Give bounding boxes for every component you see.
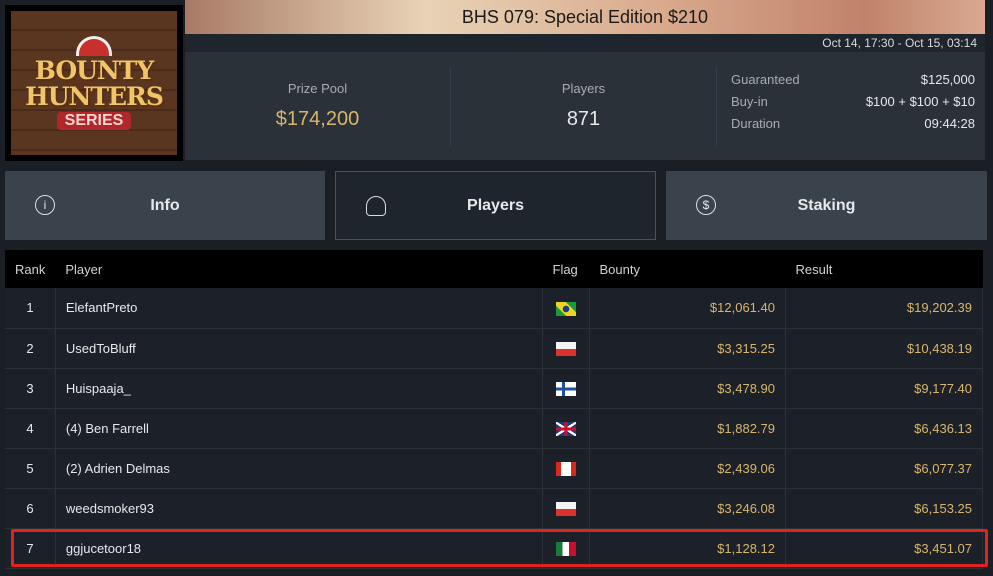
table-row[interactable]: 1 ElefantPreto $12,061.40 $19,202.39	[5, 288, 983, 329]
flag-cell	[542, 488, 590, 529]
tab-players[interactable]: Players	[335, 171, 656, 240]
prize-pool-label: Prize Pool	[287, 81, 348, 96]
table-row[interactable]: 5 (2) Adrien Delmas $2,439.06 $6,077.37	[5, 448, 983, 489]
tab-info[interactable]: i Info	[5, 171, 325, 240]
dollar-icon: $	[696, 195, 716, 215]
info-icon: i	[35, 195, 55, 215]
tournament-dates: Oct 14, 17:30 - Oct 15, 03:14	[185, 34, 985, 52]
guaranteed-value: $125,000	[920, 72, 975, 87]
flag-cell	[542, 328, 590, 369]
player-name[interactable]: (4) Ben Farrell	[55, 408, 544, 449]
rank-cell: 4	[5, 408, 56, 449]
rank-cell: 2	[5, 328, 56, 369]
duration-label: Duration	[731, 116, 781, 131]
tab-label: Players	[467, 196, 524, 214]
guaranteed-label: Guaranteed	[731, 72, 800, 87]
header-player[interactable]: Player	[55, 250, 543, 288]
bounty-cell: $3,315.25	[589, 328, 786, 369]
logo-text: HUNTERS	[25, 82, 164, 111]
players-count: Players 871	[451, 66, 717, 146]
tab-label: Staking	[797, 196, 856, 214]
bounty-cell: $1,128.12	[589, 528, 786, 569]
table-row[interactable]: 2 UsedToBluff $3,315.25 $10,438.19	[5, 328, 983, 369]
flag-icon	[556, 461, 576, 476]
result-cell: $6,153.25	[785, 488, 983, 529]
flag-icon	[556, 541, 576, 556]
flag-icon	[556, 301, 576, 316]
flag-icon	[556, 421, 576, 436]
highlight-box	[11, 529, 988, 567]
tab-staking[interactable]: $ Staking	[666, 171, 987, 240]
buyin-value: $100 + $100 + $10	[865, 94, 975, 109]
bounty-cell: $2,439.06	[589, 448, 786, 489]
flag-icon	[556, 501, 576, 516]
result-cell: $6,436.13	[785, 408, 983, 449]
user-icon	[366, 196, 386, 216]
duration-value: 09:44:28	[924, 116, 975, 131]
header-result[interactable]: Result	[785, 250, 983, 288]
players-label: Players	[561, 81, 606, 96]
result-cell: $19,202.39	[785, 288, 983, 329]
buyin-label: Buy-in	[731, 94, 768, 109]
prize-pool-value: $174,200	[275, 108, 360, 130]
player-name[interactable]: ElefantPreto	[55, 288, 544, 329]
players-value: 871	[566, 108, 601, 130]
result-cell: $6,077.37	[785, 448, 983, 489]
flag-icon	[556, 341, 576, 356]
logo-text: SERIES	[56, 112, 132, 130]
tournament-title: BHS 079: Special Edition $210	[185, 0, 985, 34]
player-name[interactable]: ggjucetoor18	[55, 528, 544, 569]
header-flag[interactable]: Flag	[542, 250, 590, 288]
rank-cell: 3	[5, 368, 56, 409]
bounty-hunters-logo: BOUNTY HUNTERS SERIES	[5, 5, 183, 161]
player-name[interactable]: UsedToBluff	[55, 328, 544, 369]
result-cell: $10,438.19	[785, 328, 983, 369]
rank-cell: 6	[5, 488, 56, 529]
player-name[interactable]: weedsmoker93	[55, 488, 544, 529]
player-name[interactable]: Huispaaja_	[55, 368, 544, 409]
rank-cell: 1	[5, 288, 56, 329]
flag-cell	[542, 368, 590, 409]
player-name[interactable]: (2) Adrien Delmas	[55, 448, 544, 489]
flag-cell	[542, 408, 590, 449]
prize-pool: Prize Pool $174,200	[185, 66, 451, 146]
tab-label: Info	[150, 196, 180, 214]
flag-cell	[542, 288, 590, 329]
bounty-cell: $3,478.90	[589, 368, 786, 409]
table-row[interactable]: 3 Huispaaja_ $3,478.90 $9,177.40	[5, 368, 983, 409]
flag-cell	[542, 448, 590, 489]
result-cell: $3,451.07	[785, 528, 983, 569]
header-bounty[interactable]: Bounty	[589, 250, 786, 288]
bounty-cell: $3,246.08	[589, 488, 786, 529]
poker-chip-icon	[76, 36, 112, 56]
flag-cell	[542, 528, 590, 569]
rank-cell: 5	[5, 448, 56, 489]
result-cell: $9,177.40	[785, 368, 983, 409]
table-row[interactable]: 4 (4) Ben Farrell $1,882.79 $6,436.13	[5, 408, 983, 449]
table-row[interactable]: 6 weedsmoker93 $3,246.08 $6,153.25	[5, 488, 983, 529]
flag-icon	[556, 381, 576, 396]
table-row[interactable]: 7 ggjucetoor18 $1,128.12 $3,451.07	[5, 528, 983, 569]
bounty-cell: $1,882.79	[589, 408, 786, 449]
logo-text: BOUNTY	[34, 56, 154, 85]
stats-panel: Prize Pool $174,200 Players 871 Guarante…	[185, 52, 985, 160]
players-table: Rank Player Flag Bounty Result 1 Elefant…	[5, 250, 983, 569]
bounty-cell: $12,061.40	[589, 288, 786, 329]
header-rank[interactable]: Rank	[5, 250, 56, 288]
tournament-details: Guaranteed $125,000 Buy-in $100 + $100 + $…	[717, 52, 985, 160]
